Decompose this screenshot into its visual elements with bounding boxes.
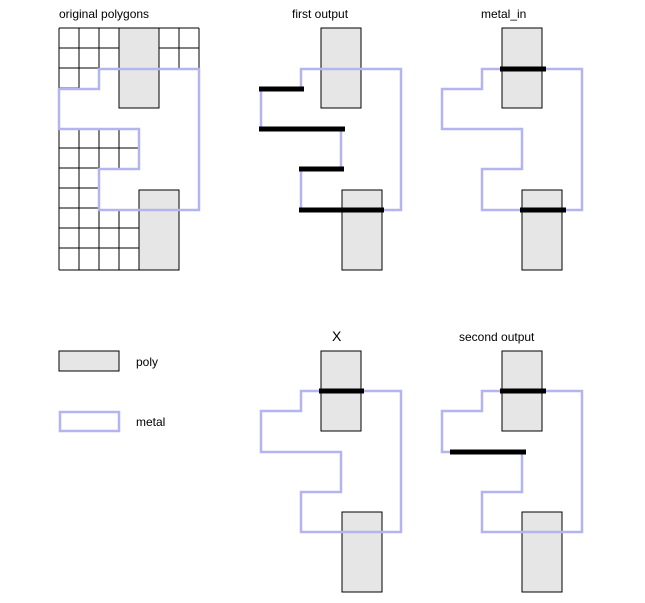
panel-original-polygons: original polygons [57, 7, 201, 271]
metal-outline [259, 389, 403, 534]
grid [58, 27, 200, 271]
legend-label-poly: poly [136, 355, 158, 369]
legend-label-metal: metal [136, 415, 165, 429]
panel-title-x: X [332, 328, 342, 344]
poly-rect-bottom [521, 189, 563, 271]
metal-outline [57, 67, 201, 212]
panel-metal-in: metal_in [440, 7, 584, 271]
poly-rect-bottom [521, 511, 563, 593]
panel-title-original: original polygons [59, 7, 149, 21]
metal-outline [440, 389, 584, 534]
poly-rect-bottom [341, 511, 383, 593]
metal-swatch-icon [58, 410, 121, 433]
panel-second-output: second output [440, 330, 584, 593]
poly-rect-bottom [138, 189, 180, 271]
panel-first-output: first output [259, 7, 403, 271]
panel-title-first-output: first output [292, 7, 349, 21]
panel-title-second-output: second output [459, 330, 535, 344]
legend: poly metal [58, 350, 165, 433]
poly-rect-bottom [341, 189, 383, 271]
metal-outline [440, 67, 584, 212]
poly-swatch-icon [58, 350, 120, 372]
panel-x: X [259, 328, 403, 593]
panel-title-metal-in: metal_in [481, 7, 526, 21]
